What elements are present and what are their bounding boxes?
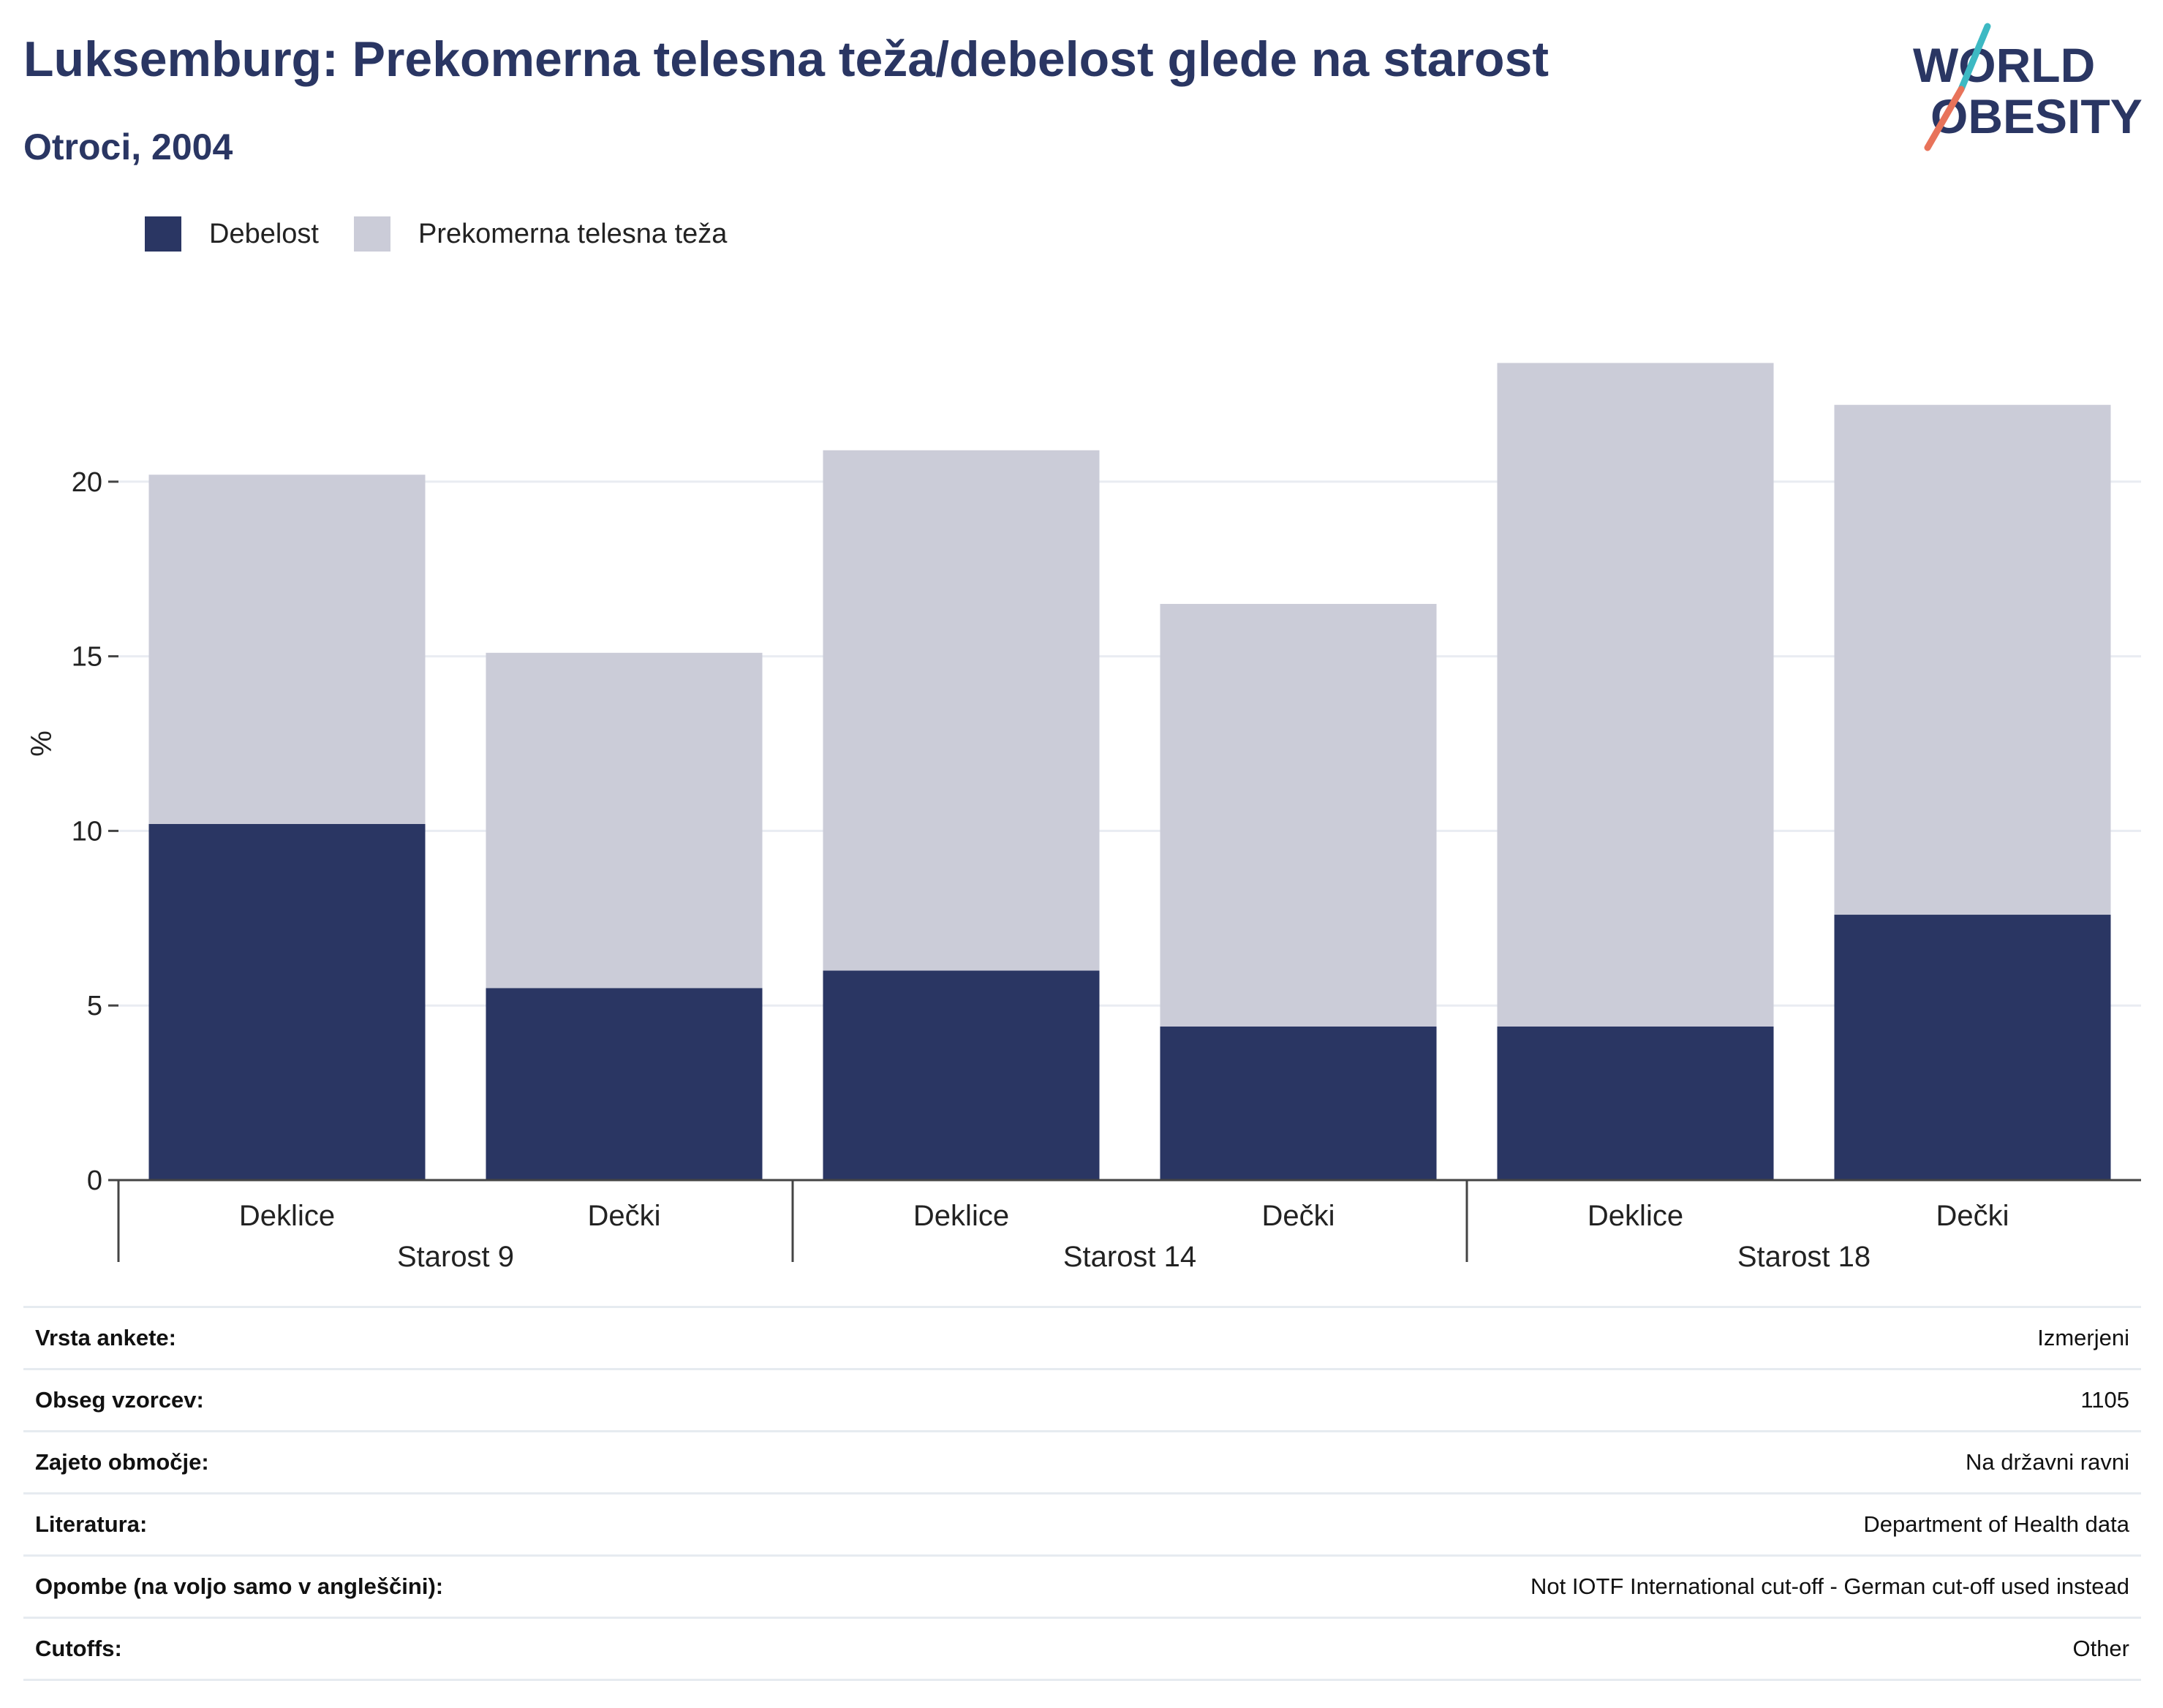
legend-item-overweight[interactable]: Prekomerna telesna teža [353, 216, 728, 252]
y-tick-label: 0 [87, 1165, 102, 1196]
bar-overweight [1834, 404, 2111, 915]
y-tick-label: 10 [72, 816, 102, 847]
world-obesity-logo: WORLD OBESITY [1913, 23, 2143, 151]
bar-obesity [486, 988, 763, 1180]
info-value: Other [890, 1617, 2141, 1681]
info-row: Vrsta ankete: Izmerjeni [23, 1306, 2141, 1369]
legend-swatch-overweight [353, 216, 390, 252]
info-label: Zajeto območje: [23, 1430, 891, 1494]
x-group-label: Starost 14 [1063, 1241, 1196, 1273]
info-value: Department of Health data [890, 1492, 2141, 1556]
stacked-bar-chart: 0 5 10 15 20% Deklice Dečki Deklice Dečki Deklice… [26, 363, 2141, 1273]
info-value: Na državni ravni [890, 1430, 2141, 1494]
x-category-label: Deklice [913, 1200, 1009, 1232]
bar-overweight [486, 652, 763, 989]
info-label: Vrsta ankete: [23, 1306, 891, 1369]
info-row: Zajeto območje: Na državni ravni [23, 1430, 2141, 1494]
x-category-label: Dečki [1936, 1200, 2009, 1232]
x-category-label: Deklice [239, 1200, 335, 1232]
bar-obesity [148, 823, 426, 1180]
svg-text:WORLD: WORLD [1913, 38, 2095, 92]
info-row: Opombe (na voljo samo v angleščini): Not … [23, 1554, 2141, 1618]
bar-obesity [1160, 1026, 1437, 1180]
x-category-label: Dečki [587, 1200, 660, 1232]
y-tick-label: 15 [72, 642, 102, 673]
bar-overweight [1160, 603, 1437, 1027]
info-value: Not IOTF International cut-off - German … [890, 1554, 2141, 1618]
info-label: Obseg vzorcev: [23, 1368, 891, 1432]
y-tick-label: 5 [87, 991, 102, 1021]
chart-title: Luksemburg: Prekomerna telesna teža/debe… [23, 31, 1549, 87]
bar-overweight [1497, 363, 1774, 1027]
bar-overweight [148, 475, 426, 824]
info-row: Cutoffs: Other [23, 1617, 2141, 1681]
legend-label-overweight: Prekomerna telesna teža [418, 218, 728, 249]
chart-subtitle: Otroci, 2004 [23, 126, 233, 167]
info-row: Literatura: Department of Health data [23, 1492, 2141, 1556]
info-value: 1105 [890, 1368, 2141, 1432]
info-row: Obseg vzorcev: 1105 [23, 1368, 2141, 1432]
legend-label-obesity: Debelost [209, 218, 319, 249]
info-label: Literatura: [23, 1492, 891, 1556]
info-value: Izmerjeni [890, 1306, 2141, 1369]
x-group-label: Starost 18 [1737, 1241, 1871, 1273]
bar-obesity [823, 970, 1100, 1180]
legend-item-obesity[interactable]: Debelost [145, 216, 319, 252]
legend-swatch-obesity [145, 216, 181, 252]
svg-text:OBESITY: OBESITY [1930, 89, 2143, 143]
x-group-label: Starost 9 [397, 1241, 514, 1273]
bar-overweight [823, 450, 1100, 971]
bar-obesity [1834, 915, 2111, 1180]
x-category-label: Dečki [1261, 1200, 1335, 1232]
survey-info-table: Vrsta ankete: Izmerjeni Obseg vzorcev: 1105… [23, 1306, 2141, 1681]
y-axis-label: % [26, 730, 58, 757]
info-label: Opombe (na voljo samo v angleščini): [23, 1554, 891, 1618]
y-tick-label: 20 [72, 467, 102, 498]
chart-legend: Debelost Prekomerna telesna teža [145, 216, 762, 252]
x-category-label: Deklice [1588, 1200, 1683, 1232]
info-label: Cutoffs: [23, 1617, 891, 1681]
bar-obesity [1497, 1026, 1774, 1180]
